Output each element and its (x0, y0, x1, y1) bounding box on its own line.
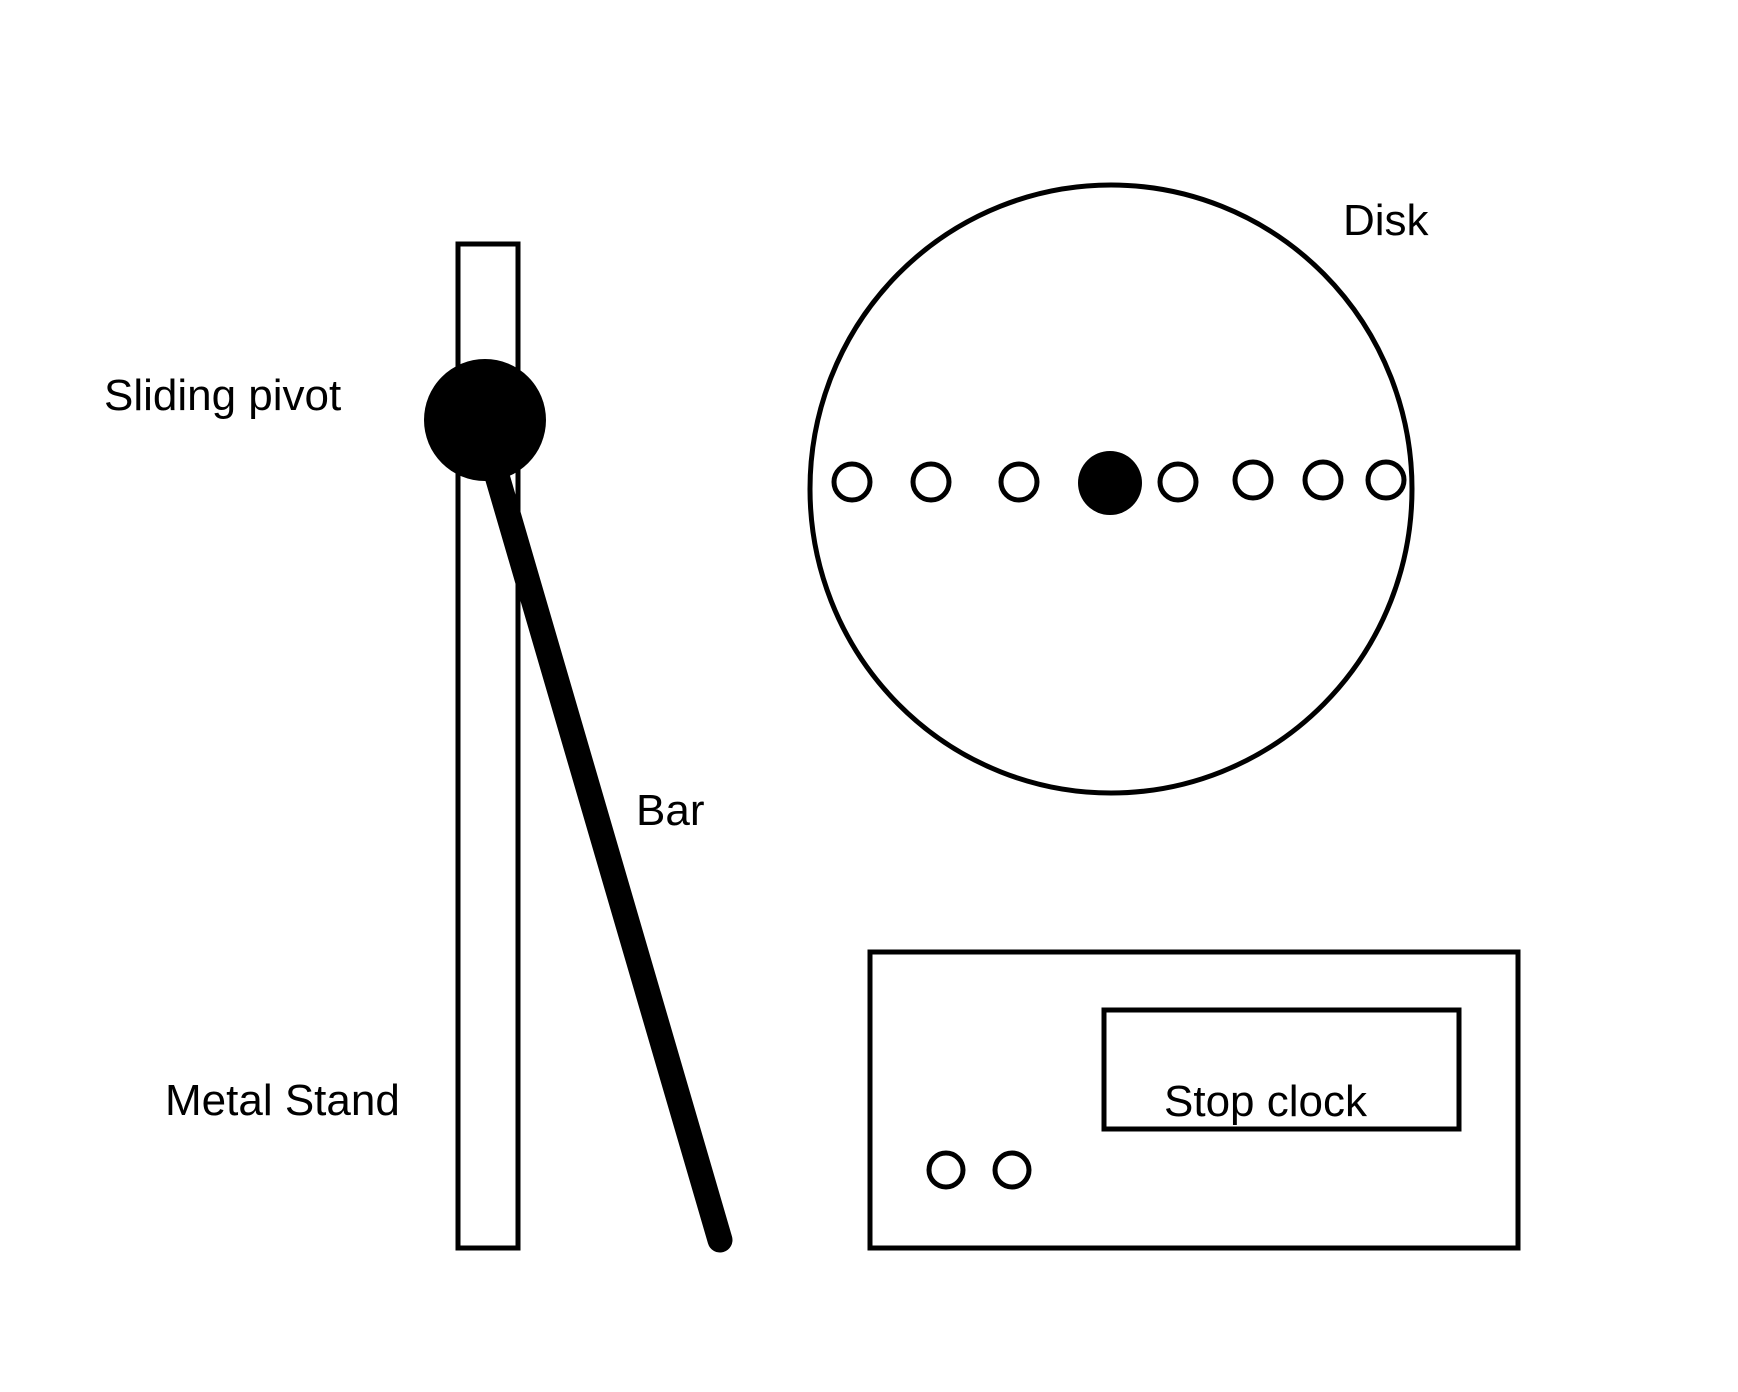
stop-clock-button[interactable] (992, 1150, 1032, 1190)
disk-hole (1302, 459, 1344, 501)
disk-center-hole (1078, 451, 1142, 515)
stop-clock (867, 949, 1521, 1251)
label-sliding-pivot: Sliding pivot (104, 371, 341, 420)
stop-clock-body (867, 949, 1521, 1251)
label-bar: Bar (636, 786, 704, 835)
stop-clock-display (1101, 1007, 1462, 1132)
disk-hole (831, 461, 873, 503)
metal-stand (455, 241, 521, 1251)
sliding-pivot (424, 359, 546, 481)
label-disk: Disk (1343, 196, 1430, 245)
disk-hole (998, 461, 1040, 503)
disk-outline (807, 182, 1415, 796)
stop-clock-button[interactable] (926, 1150, 966, 1190)
bar (475, 432, 733, 1253)
disk-hole (1365, 459, 1407, 501)
disk-hole (1232, 459, 1274, 501)
disk-hole (1157, 461, 1199, 503)
disk (807, 182, 1415, 796)
disk-hole (910, 461, 952, 503)
label-metal-stand: Metal Stand (165, 1076, 400, 1125)
label-stop-clock: Stop clock (1164, 1077, 1368, 1126)
